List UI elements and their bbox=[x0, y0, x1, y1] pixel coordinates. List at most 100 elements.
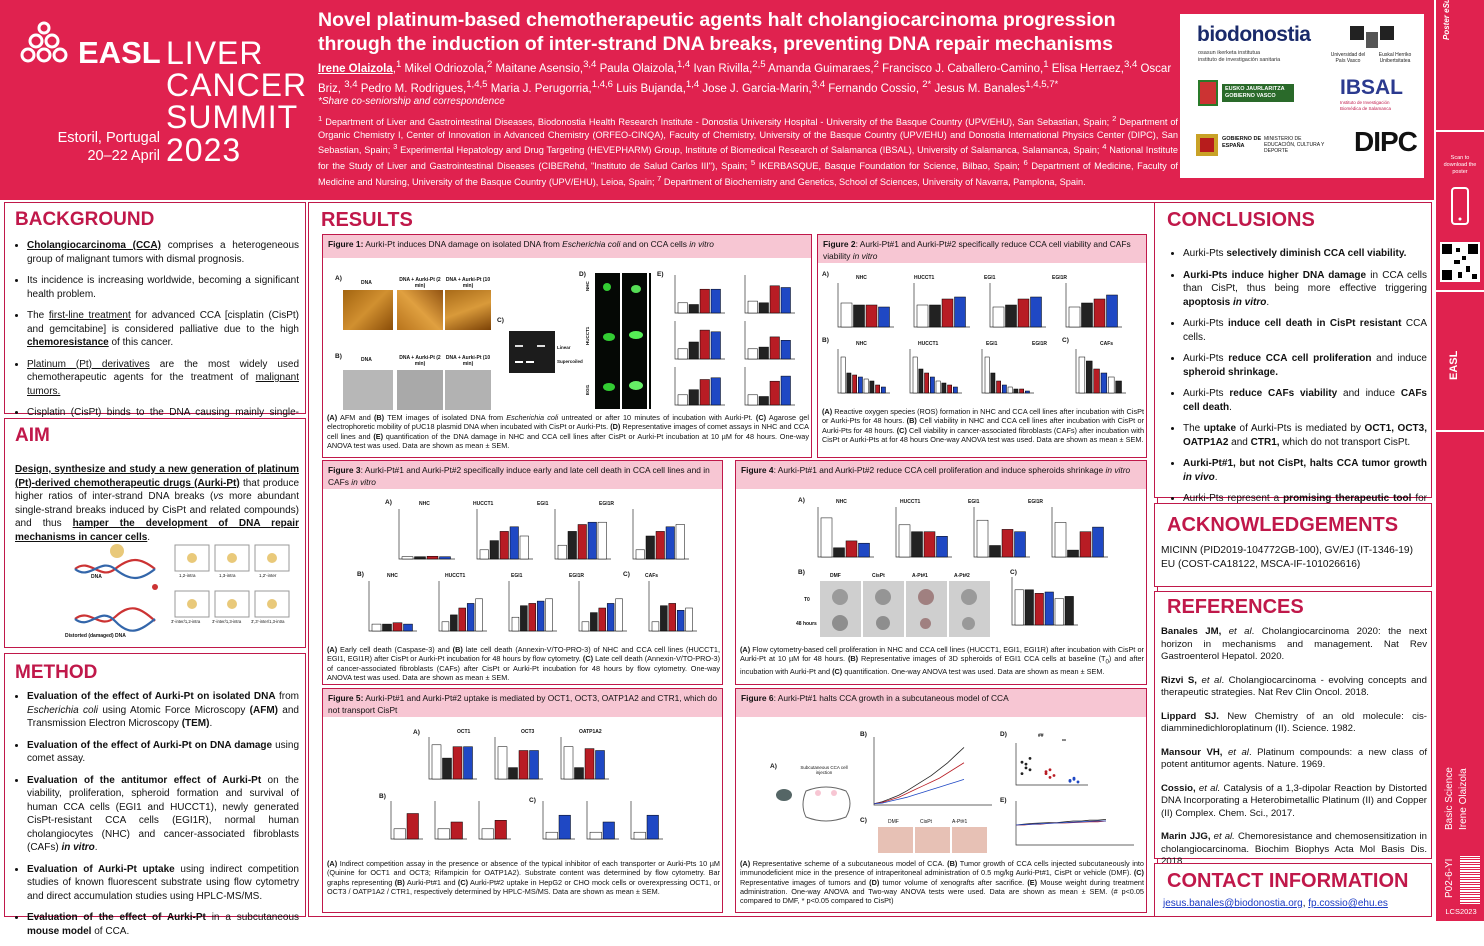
location-text: Estoril, Portugal bbox=[57, 130, 160, 146]
mini-bar bbox=[466, 603, 475, 632]
panel-letter: D) bbox=[579, 271, 586, 278]
mini-bar bbox=[479, 549, 489, 560]
spheroid-row-t0: T0 bbox=[804, 597, 810, 603]
figure-2: Figure 2: Aurki-Pt#1 and Aurki-Pt#2 spec… bbox=[817, 234, 1147, 458]
mini-bar bbox=[1100, 372, 1108, 394]
figure-1: Figure 1: Aurki-Pt induces DNA damage on… bbox=[322, 234, 812, 458]
mini-point bbox=[1052, 774, 1056, 777]
mini-point bbox=[1024, 766, 1028, 770]
mini-point bbox=[1076, 780, 1080, 784]
mini-bar bbox=[481, 828, 494, 840]
method-title: METHOD bbox=[15, 662, 98, 683]
reference-item: Lippard SJ. New Chemistry of an old mole… bbox=[1161, 710, 1427, 735]
conclusions-title: CONCLUSIONS bbox=[1167, 209, 1315, 231]
mini-bar bbox=[452, 746, 463, 780]
significance-hash: ## bbox=[1038, 733, 1044, 739]
qr-code[interactable] bbox=[1440, 242, 1480, 282]
mini-bar bbox=[651, 621, 660, 632]
f3b-label-egi1: EGI1 bbox=[511, 573, 523, 579]
mini-bar bbox=[1092, 526, 1104, 558]
conclusions-list: Aurki-Pts selectively diminish CCA cell … bbox=[1171, 247, 1427, 527]
email-banales-link[interactable]: jesus.banales@biodonostia.org bbox=[1163, 898, 1303, 909]
biodonostia-sub1: osasun ikerketa institutua bbox=[1198, 50, 1261, 56]
author-list: Irene Olaizola,1 Mikel Odriozola,2 Maita… bbox=[318, 59, 1172, 95]
panel-letter: D) bbox=[1000, 731, 1007, 738]
f6c-label-apt1: A-Pt#1 bbox=[952, 819, 968, 825]
panel-letter: A) bbox=[385, 499, 392, 506]
mini-bar bbox=[635, 549, 645, 560]
mini-bar bbox=[442, 757, 452, 780]
mini-bar bbox=[1005, 304, 1017, 328]
biodonostia-sub2: instituto de investigación sanitaria bbox=[1198, 57, 1281, 63]
list-item: Platinum (Pt) derivatives are the most w… bbox=[27, 358, 299, 399]
panel-letter: E) bbox=[657, 271, 664, 278]
mini-chart bbox=[744, 367, 795, 406]
email-cossio-link[interactable]: fp.cossio@ehu.es bbox=[1308, 898, 1388, 909]
mini-bar bbox=[747, 348, 758, 360]
f4-label-huCCt1: HUCCT1 bbox=[900, 499, 921, 505]
panel-letter: B) bbox=[798, 569, 805, 576]
affiliations: 1 Department of Liver and Gastrointestin… bbox=[318, 114, 1178, 187]
figure-2-heading: Figure 2: Aurki-Pt#1 and Aurki-Pt#2 spec… bbox=[818, 235, 1146, 263]
mini-bar bbox=[1017, 298, 1030, 328]
mini-bar bbox=[875, 384, 880, 394]
mini-point bbox=[1048, 768, 1052, 772]
easl-rings-icon bbox=[20, 21, 68, 63]
afm-label-10min: DNA + Aurki-Pt (10 min) bbox=[445, 277, 491, 289]
mini-axis bbox=[873, 737, 992, 806]
mini-bar bbox=[676, 610, 685, 632]
xl-label-1: 1,2-intra bbox=[179, 573, 196, 578]
reference-item: Marin JJG, et al. Chemoresistance and ch… bbox=[1161, 831, 1427, 867]
mini-bar bbox=[989, 545, 1001, 558]
mini-bar bbox=[645, 535, 655, 560]
panel-letter: A) bbox=[798, 497, 805, 504]
mini-bar bbox=[567, 531, 577, 560]
references-panel: REFERENCES Banales JM, et al. Cholangioc… bbox=[1154, 591, 1432, 867]
figure-6: Figure 6: Aurki-Pt#1 halts CCA growth in… bbox=[735, 688, 1147, 913]
biodonostia-logo: biodonostia bbox=[1197, 23, 1311, 46]
mini-bar bbox=[747, 394, 758, 406]
tem-image-10min bbox=[445, 370, 491, 410]
mini-bar bbox=[769, 336, 780, 360]
mini-bar bbox=[392, 622, 403, 632]
mini-bar bbox=[1030, 296, 1042, 328]
lcs-code: LCS2023 bbox=[1445, 907, 1477, 916]
mini-bar bbox=[1106, 294, 1118, 328]
mini-point bbox=[1024, 762, 1028, 766]
mini-point bbox=[1020, 760, 1024, 764]
mini-point bbox=[1072, 776, 1076, 780]
panel-letter: B) bbox=[822, 337, 829, 344]
reference-item: Mansour VH, et al. Platinum compounds: a… bbox=[1161, 746, 1427, 771]
poster-side-strip: Poster eSubmission Scan to download the … bbox=[1436, 0, 1484, 921]
figure-3-caption: (A) Early cell death (Caspase-3) and (B)… bbox=[327, 645, 720, 682]
list-item: Cholangiocarcinoma (CCA) comprises a het… bbox=[27, 239, 299, 266]
mini-bar bbox=[953, 386, 958, 394]
mini-bar bbox=[780, 287, 791, 314]
mini-bar bbox=[406, 813, 419, 840]
panel-letter: B) bbox=[335, 353, 342, 360]
list-item: Aurki-Pts induce cell death in CisPt res… bbox=[1183, 317, 1427, 344]
mini-bar bbox=[426, 555, 439, 560]
f2-label-egi1r: EGI1R bbox=[1052, 275, 1068, 281]
mini-bar bbox=[710, 377, 721, 406]
mini-bar bbox=[911, 531, 923, 558]
cancer-word: CANCER bbox=[166, 67, 308, 103]
mini-bar bbox=[508, 767, 518, 780]
mini-bar bbox=[929, 304, 941, 328]
mini-bar bbox=[590, 612, 598, 632]
mini-point bbox=[1068, 779, 1072, 782]
mini-bar bbox=[675, 524, 685, 560]
smartphone-icon bbox=[1451, 187, 1469, 225]
mini-bar bbox=[1025, 390, 1030, 394]
sc-injection-label: Subcutaneous CCA cell injection bbox=[800, 765, 848, 775]
results-title: RESULTS bbox=[321, 209, 413, 231]
mini-bar bbox=[558, 814, 571, 840]
spheroid-quantification-chart bbox=[1011, 577, 1078, 626]
mini-bar bbox=[563, 746, 574, 780]
mini-bar bbox=[668, 603, 676, 632]
xl-label-5: 3'-inter/1,3-intra bbox=[212, 619, 242, 624]
panel-letter: A) bbox=[770, 763, 777, 770]
method-items: Evaluation of the effect of Aurki-Pt on … bbox=[15, 690, 299, 938]
mini-bar bbox=[1024, 589, 1034, 626]
mini-bar bbox=[1054, 522, 1067, 558]
